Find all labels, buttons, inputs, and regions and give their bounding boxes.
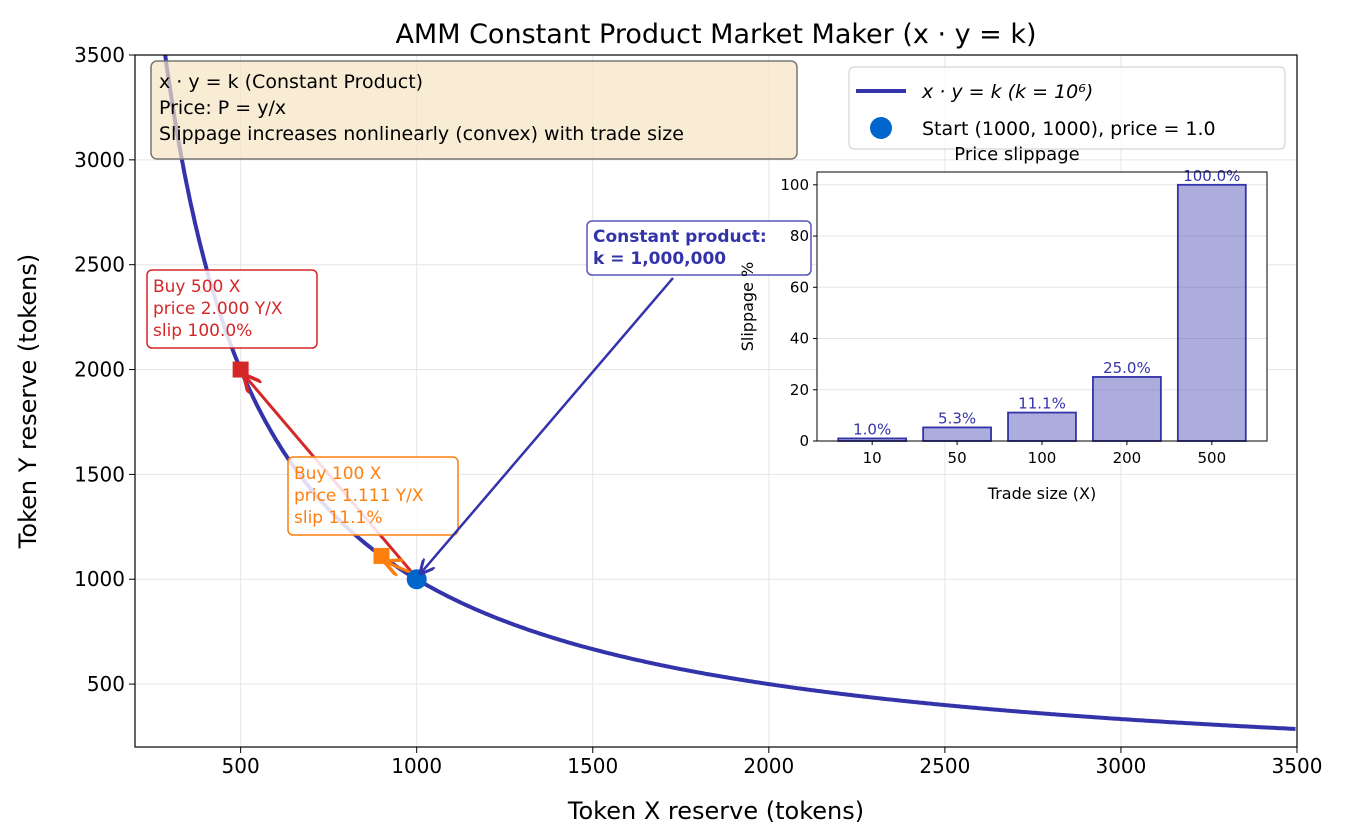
inset-bar-label: 25.0% [1103, 359, 1151, 377]
chart-title: AMM Constant Product Market Maker (x · y… [395, 19, 1036, 50]
y-tick-label: 3000 [74, 148, 125, 172]
inset-y-tick-label: 60 [790, 278, 809, 296]
trade-label-box [146, 269, 318, 349]
inset-x-tick-label: 50 [948, 449, 967, 467]
trade-arrow [385, 562, 414, 573]
inset-x-tick-label: 500 [1197, 449, 1226, 467]
inset-y-tick-label: 20 [790, 381, 809, 399]
inset-bar [922, 426, 992, 442]
main-axes-frame [134, 54, 1298, 748]
trade-label-box [287, 456, 459, 536]
x-axis-label: Token X reserve (tokens) [567, 797, 864, 825]
legend-marker-swatch [870, 117, 892, 139]
trade-label: slip 100.0% [153, 321, 252, 341]
annotation-arrow [421, 277, 674, 573]
inset-y-tick-label: 0 [799, 432, 809, 450]
trade-label: Buy 500 X [153, 277, 241, 297]
info-box-line: Price: P = y/x [159, 97, 286, 119]
annotation-text: Constant product: [593, 227, 767, 247]
inset-bar-label: 1.0% [853, 420, 891, 438]
inset-bar-label: 100.0% [1183, 167, 1240, 185]
inset-background [817, 172, 1267, 441]
inset-y-tick-label: 80 [790, 227, 809, 245]
x-tick-label: 2500 [919, 754, 970, 778]
y-tick-label: 2000 [74, 358, 125, 382]
y-tick-label: 500 [87, 672, 125, 696]
inset-bar-label: 5.3% [938, 409, 976, 427]
legend-label-start: Start (1000, 1000), price = 1.0 [922, 118, 1216, 140]
info-box-line: Slippage increases nonlinearly (convex) … [159, 123, 684, 145]
inset-bar [1007, 411, 1077, 442]
trade-marker [373, 547, 390, 564]
inset-title: Price slippage [954, 144, 1079, 165]
trade-label: price 1.111 Y/X [294, 486, 424, 506]
trade-label: price 2.000 Y/X [153, 299, 283, 319]
inset-x-tick-label: 200 [1113, 449, 1142, 467]
legend-label-curve: x · y = k (k = 10⁶) [921, 81, 1093, 103]
inset-y-axis-label: Slippage % [738, 262, 757, 351]
x-tick-label: 1500 [567, 754, 618, 778]
annotation-box [586, 220, 812, 276]
y-tick-label: 1000 [74, 567, 125, 591]
inset-bar [1176, 183, 1247, 442]
inset-bar-label: 11.1% [1018, 395, 1066, 413]
inset-y-tick-label: 40 [790, 330, 809, 348]
info-box [150, 60, 798, 160]
x-tick-label: 2000 [743, 754, 794, 778]
inset-bar [1092, 376, 1162, 442]
x-tick-label: 3000 [1095, 754, 1146, 778]
y-tick-label: 3500 [74, 43, 125, 67]
legend [848, 66, 1286, 150]
inset-x-tick-label: 10 [863, 449, 882, 467]
inset-x-tick-label: 100 [1028, 449, 1057, 467]
y-axis-label: Token Y reserve (tokens) [14, 254, 42, 549]
y-tick-label: 1500 [74, 462, 125, 486]
x-tick-label: 500 [222, 754, 260, 778]
trade-label: Buy 100 X [294, 464, 382, 484]
annotation-text: k = 1,000,000 [593, 249, 726, 269]
y-tick-label: 2500 [74, 253, 125, 277]
start-point [406, 569, 427, 590]
trade-label: slip 11.1% [294, 508, 383, 528]
inset-x-axis-label: Trade size (X) [987, 484, 1096, 503]
x-tick-label: 3500 [1272, 754, 1323, 778]
inset-y-tick-label: 100 [780, 176, 809, 194]
trade-marker [232, 361, 249, 378]
info-box-line: x · y = k (Constant Product) [159, 71, 423, 93]
inset-frame [816, 171, 1268, 442]
x-tick-label: 1000 [391, 754, 442, 778]
